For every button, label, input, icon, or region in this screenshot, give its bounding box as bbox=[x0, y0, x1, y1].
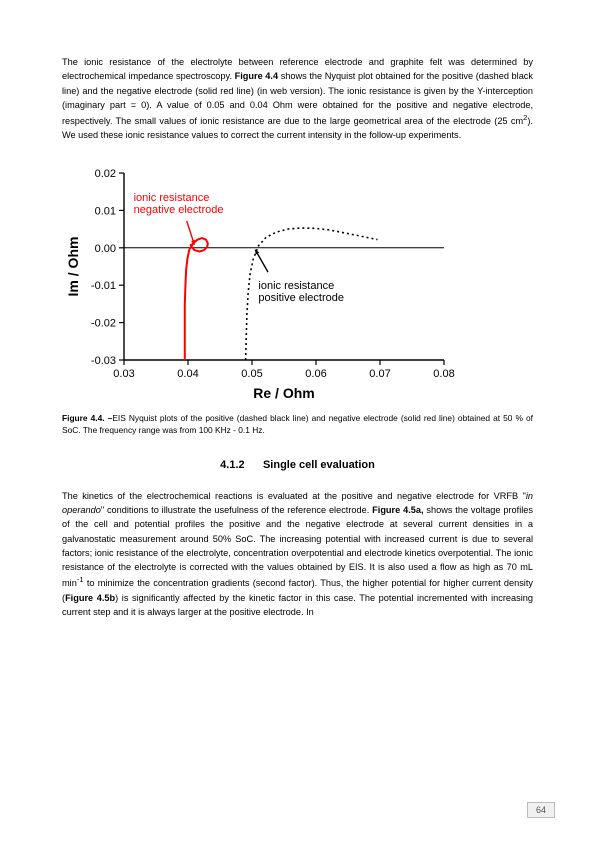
svg-text:Re / Ohm: Re / Ohm bbox=[253, 385, 314, 401]
section-title: Single cell evaluation bbox=[263, 459, 375, 471]
section-number: 4.1.2 bbox=[220, 459, 244, 471]
svg-text:-0.01: -0.01 bbox=[91, 280, 116, 292]
svg-text:0.07: 0.07 bbox=[369, 368, 390, 380]
paragraph-1: The ionic resistance of the electrolyte … bbox=[62, 55, 533, 143]
paragraph-2: The kinetics of the electrochemical reac… bbox=[62, 489, 533, 619]
svg-text:0.04: 0.04 bbox=[177, 368, 198, 380]
svg-text:positive electrode: positive electrode bbox=[258, 292, 344, 304]
svg-text:0.06: 0.06 bbox=[305, 368, 326, 380]
series-negative-electrode bbox=[185, 238, 208, 360]
svg-text:0.02: 0.02 bbox=[95, 168, 116, 180]
svg-text:0.05: 0.05 bbox=[241, 368, 262, 380]
svg-text:0.03: 0.03 bbox=[113, 368, 134, 380]
nyquist-chart: -0.03 -0.02 -0.01 0.00 0.01 0.02 0.03 0.04 0.05 0… bbox=[62, 159, 462, 404]
svg-text:-0.03: -0.03 bbox=[91, 355, 116, 367]
svg-text:0.00: 0.00 bbox=[95, 242, 116, 254]
svg-text:ionic resistance: ionic resistance bbox=[134, 192, 210, 204]
svg-text:Im / Ohm: Im / Ohm bbox=[65, 236, 81, 296]
figure-4-4-caption: Figure 4.4. –EIS Nyquist plots of the po… bbox=[62, 412, 533, 437]
svg-text:0.01: 0.01 bbox=[95, 205, 116, 217]
svg-text:ionic resistance: ionic resistance bbox=[258, 280, 334, 292]
svg-text:-0.02: -0.02 bbox=[91, 317, 116, 329]
page-number: 64 bbox=[527, 802, 555, 818]
svg-text:0.08: 0.08 bbox=[433, 368, 454, 380]
page: The ionic resistance of the electrolyte … bbox=[0, 0, 595, 842]
figure-4-4: -0.03 -0.02 -0.01 0.00 0.01 0.02 0.03 0.04 0.05 0… bbox=[62, 159, 533, 404]
svg-text:negative electrode: negative electrode bbox=[134, 204, 224, 216]
section-heading: 4.1.2 Single cell evaluation bbox=[62, 459, 533, 471]
